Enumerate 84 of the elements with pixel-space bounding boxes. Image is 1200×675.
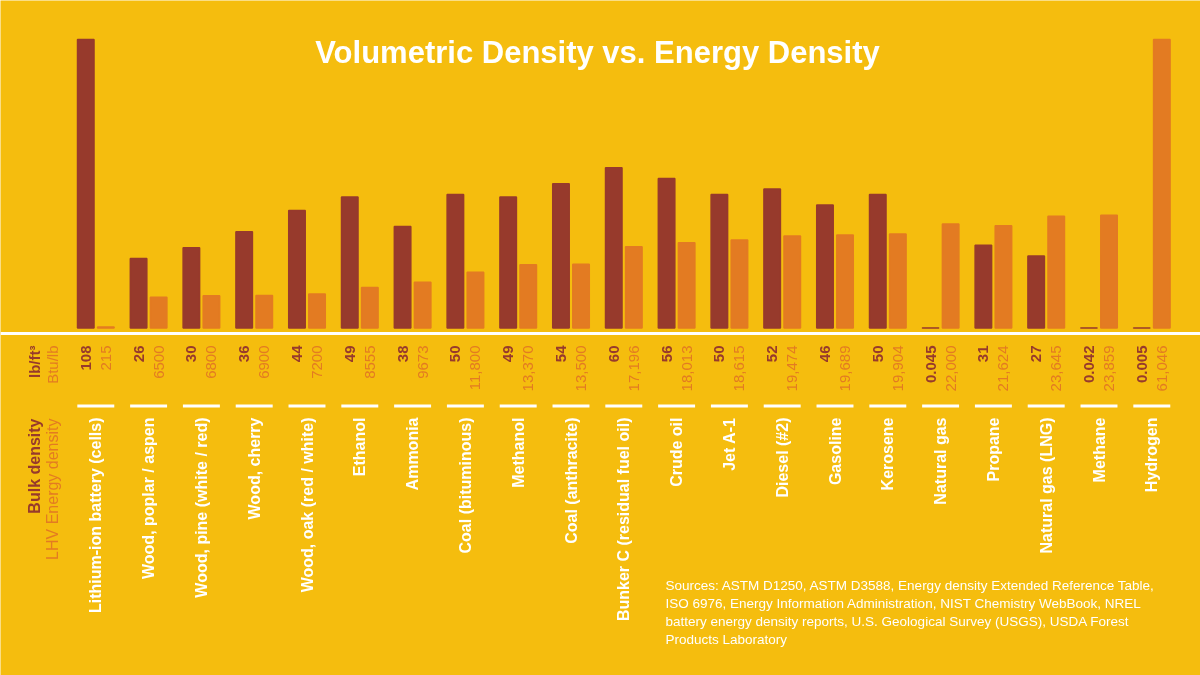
x-tick-label: Coal (anthracite) [562,417,580,544]
x-tick-label: Bunker C (residual fuel oil) [615,417,633,622]
data-label: 52 [763,345,781,363]
bar [129,257,148,329]
x-tick-label: Wood, pine (white / red) [192,417,210,598]
x-tick-label: Wood, poplar / aspen [140,417,158,579]
y2-axis-title: Btu/lb [44,345,61,384]
x-tick-label: Methanol [509,417,527,488]
x-tick-label: Ammonia [404,417,422,491]
data-label: 17,196 [624,345,642,392]
data-label: 54 [551,344,569,363]
data-label: 18,615 [730,345,748,392]
data-label: 23,859 [1100,345,1118,392]
data-label: 49 [340,345,358,363]
data-label: 46 [815,345,833,363]
data-label: 6500 [149,345,167,379]
data-label: 108 [76,345,94,371]
x-tick-label: Ethanol [351,417,369,477]
bar [287,209,306,329]
data-label: 8555 [360,345,378,379]
data-label: 19,474 [783,345,801,392]
data-label: 0.045 [921,345,939,384]
bar [499,196,518,329]
x-tick-label: Wood, cherry [245,417,263,520]
data-label: 6900 [255,345,273,379]
data-label: 30 [182,345,200,363]
x-tick-label: Natural gas [932,417,950,505]
data-label: 22,000 [941,345,959,392]
x-tick-label: Propane [984,417,1002,482]
data-label: 50 [446,345,464,363]
data-label: 0.042 [1079,345,1097,384]
data-label: 11,800 [466,345,484,391]
bar [551,183,570,329]
x-tick-label: Methane [1090,417,1108,483]
bar [308,293,327,329]
data-label: 23,645 [1047,345,1065,392]
x-tick-label: Hydrogen [1143,417,1161,493]
data-label: 13,500 [572,345,590,392]
x-tick-label: Wood, oak (red / white) [298,417,316,593]
bar [340,196,359,329]
bar [360,286,379,329]
data-label: 13,370 [519,345,537,392]
data-label: 6800 [202,345,220,379]
text: LHV Energy density [44,418,61,560]
data-label: 19,904 [888,345,906,392]
bar [393,225,412,329]
data-label: 18,013 [677,345,695,392]
bar [235,231,254,329]
x-tick-label: Crude oil [668,417,686,487]
data-label: 31 [974,345,992,363]
bar [76,38,95,329]
x-tick-label: Natural gas (LNG) [1037,417,1055,554]
data-label: 44 [287,344,305,363]
data-label: 7200 [308,345,326,379]
x-tick-label: Diesel (#2) [773,417,791,498]
bar [941,223,960,329]
data-label: 60 [604,345,622,363]
data-label: 19,689 [836,345,854,392]
data-label: 27 [1027,345,1045,363]
chart-title: Volumetric Density vs. Energy Density [315,35,881,70]
bar [446,193,465,329]
data-label: 0.005 [1132,345,1150,384]
y-axis-title: lb/ft³ [26,345,43,378]
bar [1100,214,1119,329]
x-tick-label: Jet A-1 [720,417,738,471]
data-label: 50 [710,345,728,363]
data-label: 38 [393,345,411,363]
data-label: 9673 [413,345,431,379]
x-tick-label: Kerosene [879,417,897,491]
x-tick-label: Gasoline [826,417,844,486]
data-label: 61,046 [1152,345,1170,392]
x-tick-label: Coal (bituminous) [456,417,474,554]
data-label: 26 [129,345,147,363]
bar [182,247,201,329]
text: Bulk density [26,418,43,514]
data-label: 36 [235,345,253,363]
data-label: 50 [868,345,886,363]
data-label: 215 [96,345,114,371]
data-label: 49 [499,345,517,363]
x-tick-label: Lithium-ion battery (cells) [87,417,105,614]
data-label: 56 [657,345,675,363]
bar [1152,38,1171,329]
data-label: 21,624 [994,345,1012,392]
source-note: Sources: ASTM D1250, ASTM D3588, Energy density Extended Reference Table, ISO 6976, Energy Information Administration, NIST Chemistry WebBook, NREL battery energy density reports, U.S. Geological Survey (USGS), USDA Forest Products Laboratory [665,577,1154,647]
